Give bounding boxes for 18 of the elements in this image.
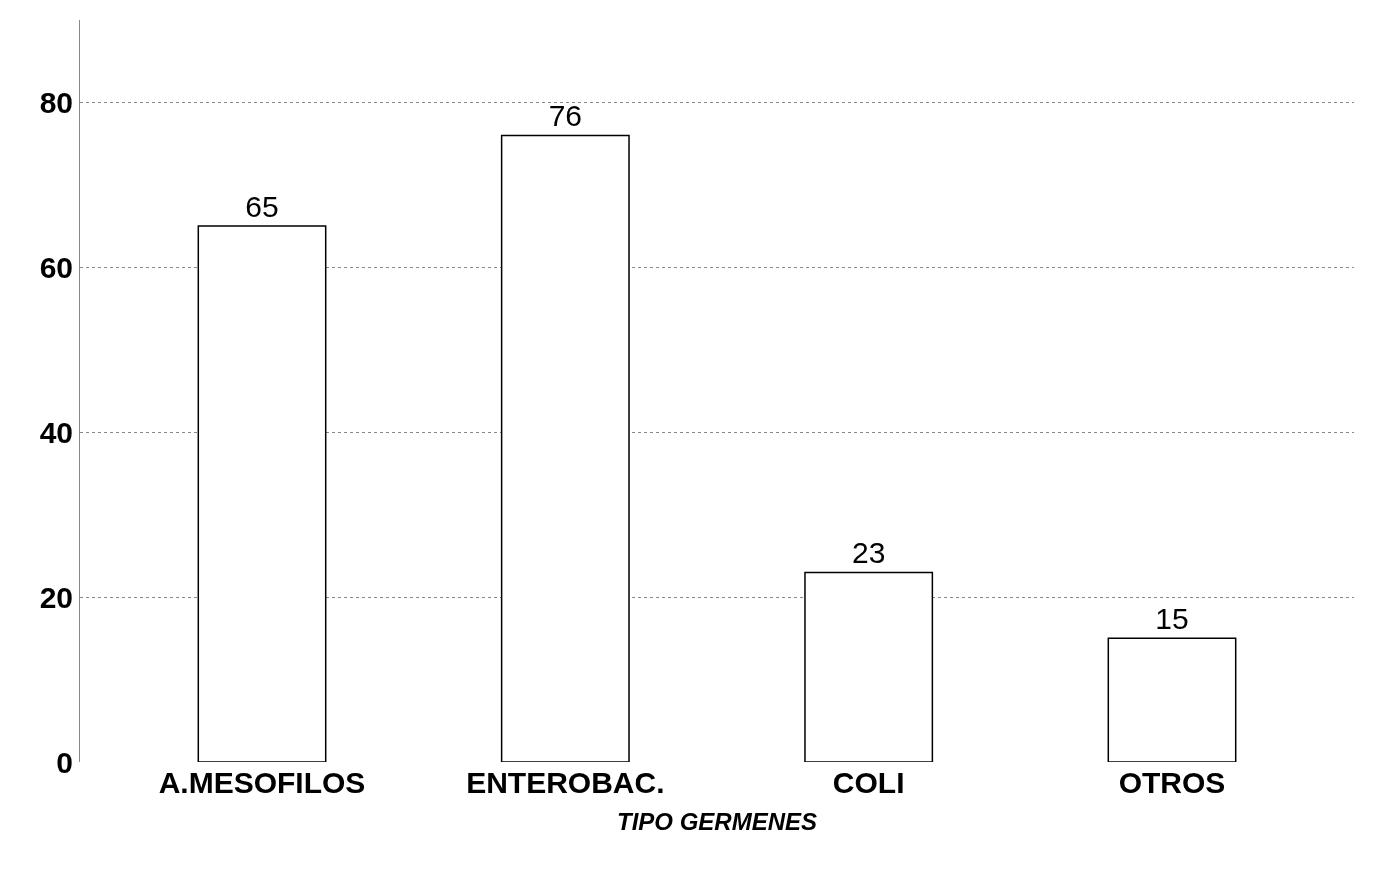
- y-tick-label: 60: [39, 250, 73, 284]
- data-label: 76: [548, 99, 583, 133]
- bar: [500, 134, 630, 762]
- x-tick-label: OTROS: [1118, 766, 1226, 799]
- x-axis-title: TIPO GERMENES: [616, 808, 818, 836]
- x-tick-label: ENTEROBAC.: [466, 766, 665, 799]
- bar: [804, 571, 934, 762]
- data-label: 23: [851, 536, 886, 570]
- y-tick-label: 80: [39, 85, 73, 119]
- data-label: 15: [1155, 602, 1189, 636]
- bar: [1107, 637, 1237, 762]
- y-tick-label: 20: [39, 580, 73, 614]
- y-tick-label: 40: [39, 415, 73, 449]
- x-tick-label: COLI: [832, 766, 905, 799]
- y-tick-label: 0: [56, 745, 73, 779]
- data-label: 65: [245, 190, 279, 224]
- x-tick-label: A.MESOFILOS: [158, 766, 366, 799]
- bar: [197, 225, 327, 762]
